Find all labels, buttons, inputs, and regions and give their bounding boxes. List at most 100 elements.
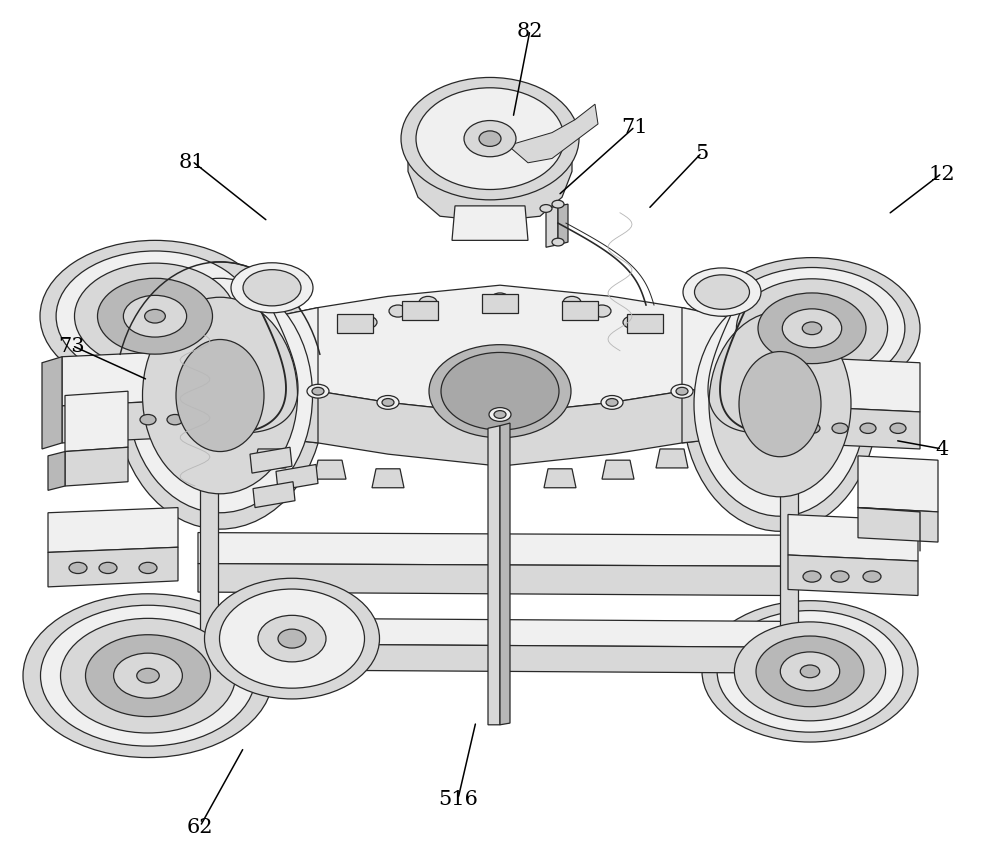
Ellipse shape	[736, 280, 888, 378]
Ellipse shape	[832, 424, 848, 434]
Polygon shape	[250, 448, 292, 474]
Polygon shape	[656, 449, 688, 468]
Text: 81: 81	[179, 152, 205, 171]
Ellipse shape	[676, 387, 688, 396]
Polygon shape	[48, 452, 65, 491]
Ellipse shape	[312, 387, 324, 396]
Polygon shape	[408, 139, 572, 222]
Ellipse shape	[717, 610, 903, 733]
Ellipse shape	[623, 317, 641, 329]
Ellipse shape	[114, 653, 182, 698]
Ellipse shape	[863, 572, 881, 583]
Ellipse shape	[98, 279, 212, 355]
Polygon shape	[452, 207, 528, 241]
Polygon shape	[602, 461, 634, 480]
Ellipse shape	[441, 353, 559, 430]
Ellipse shape	[401, 78, 579, 201]
Ellipse shape	[540, 206, 552, 214]
Ellipse shape	[802, 323, 822, 335]
Polygon shape	[218, 633, 365, 672]
Ellipse shape	[782, 309, 842, 349]
Polygon shape	[198, 533, 785, 567]
Polygon shape	[508, 105, 598, 164]
Ellipse shape	[606, 400, 618, 407]
Ellipse shape	[99, 563, 117, 574]
Polygon shape	[200, 432, 218, 654]
Text: 71: 71	[622, 118, 648, 137]
Polygon shape	[544, 469, 576, 488]
Polygon shape	[62, 400, 192, 443]
Ellipse shape	[128, 279, 312, 513]
Polygon shape	[500, 424, 510, 725]
Ellipse shape	[377, 396, 399, 410]
Ellipse shape	[205, 579, 380, 699]
Ellipse shape	[758, 294, 866, 364]
Ellipse shape	[389, 306, 407, 318]
Ellipse shape	[860, 424, 876, 434]
Polygon shape	[790, 357, 920, 412]
Ellipse shape	[220, 589, 364, 689]
Ellipse shape	[756, 636, 864, 707]
Ellipse shape	[419, 297, 437, 309]
Polygon shape	[558, 205, 568, 245]
Ellipse shape	[110, 415, 126, 425]
Ellipse shape	[145, 310, 165, 324]
Polygon shape	[780, 432, 798, 654]
Text: 516: 516	[438, 790, 478, 808]
Ellipse shape	[890, 424, 906, 434]
Ellipse shape	[719, 268, 905, 390]
Polygon shape	[42, 357, 62, 449]
Ellipse shape	[683, 269, 761, 317]
Polygon shape	[788, 515, 918, 561]
Ellipse shape	[694, 276, 750, 310]
Polygon shape	[372, 469, 404, 488]
Ellipse shape	[780, 652, 840, 691]
Polygon shape	[314, 461, 346, 480]
Ellipse shape	[479, 132, 501, 147]
Polygon shape	[682, 308, 782, 392]
Polygon shape	[858, 456, 938, 512]
Text: 82: 82	[517, 22, 543, 40]
Ellipse shape	[382, 400, 394, 407]
Ellipse shape	[489, 408, 511, 422]
Ellipse shape	[739, 352, 821, 457]
Ellipse shape	[702, 601, 918, 742]
Ellipse shape	[231, 263, 313, 313]
Ellipse shape	[60, 618, 236, 734]
Ellipse shape	[307, 385, 329, 399]
Text: 73: 73	[59, 337, 85, 356]
Ellipse shape	[494, 412, 506, 419]
Ellipse shape	[74, 263, 236, 370]
Polygon shape	[482, 294, 518, 313]
Polygon shape	[218, 381, 318, 443]
Ellipse shape	[80, 415, 96, 425]
Ellipse shape	[278, 629, 306, 648]
Ellipse shape	[804, 424, 820, 434]
Polygon shape	[546, 207, 558, 248]
Polygon shape	[48, 548, 178, 587]
Ellipse shape	[143, 298, 298, 494]
Polygon shape	[858, 508, 938, 542]
Ellipse shape	[831, 572, 849, 583]
Polygon shape	[65, 448, 128, 486]
Ellipse shape	[176, 340, 264, 452]
Text: 4: 4	[935, 440, 949, 459]
Ellipse shape	[123, 296, 187, 338]
Ellipse shape	[359, 317, 377, 329]
Ellipse shape	[709, 313, 851, 498]
Ellipse shape	[137, 668, 159, 684]
Ellipse shape	[243, 270, 301, 307]
Polygon shape	[198, 564, 785, 596]
Polygon shape	[62, 351, 192, 406]
Ellipse shape	[704, 258, 920, 400]
Ellipse shape	[682, 277, 878, 532]
Polygon shape	[276, 465, 318, 491]
Ellipse shape	[69, 563, 87, 574]
Ellipse shape	[416, 89, 564, 190]
Ellipse shape	[593, 306, 611, 318]
Ellipse shape	[40, 605, 256, 746]
Polygon shape	[218, 308, 318, 392]
Ellipse shape	[23, 594, 273, 758]
Ellipse shape	[491, 294, 509, 306]
Ellipse shape	[139, 563, 157, 574]
